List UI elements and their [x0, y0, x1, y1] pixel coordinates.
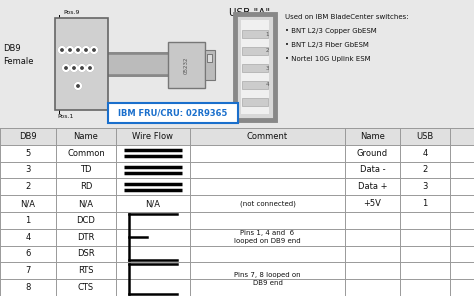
Bar [242, 30, 268, 38]
Bar [168, 42, 205, 88]
Text: 1: 1 [265, 31, 269, 36]
Bar [205, 50, 215, 80]
Bar [0, 128, 474, 296]
Circle shape [81, 67, 83, 69]
Text: 3: 3 [265, 65, 269, 70]
Bar [235, 14, 275, 120]
Text: 4: 4 [422, 149, 428, 158]
Text: Pos.1: Pos.1 [57, 114, 73, 119]
Circle shape [58, 46, 65, 54]
Text: Common: Common [67, 149, 105, 158]
Circle shape [66, 46, 73, 54]
Text: Pins 7, 8 looped on
DB9 end: Pins 7, 8 looped on DB9 end [234, 272, 301, 286]
Text: TD: TD [80, 165, 92, 175]
Text: DB9
Female: DB9 Female [3, 44, 34, 66]
Bar [0, 128, 474, 145]
Text: 4: 4 [265, 83, 269, 88]
Text: RTS: RTS [78, 266, 94, 275]
Text: 8: 8 [25, 283, 31, 292]
Text: USB "A": USB "A" [229, 8, 271, 18]
Bar [242, 98, 268, 106]
Text: • BNT L2/3 Copper GbESM: • BNT L2/3 Copper GbESM [285, 28, 377, 34]
Text: Data -: Data - [360, 165, 385, 175]
Circle shape [82, 46, 90, 54]
Text: Comment: Comment [247, 132, 288, 141]
Text: RD: RD [80, 182, 92, 191]
Bar [242, 64, 268, 72]
Text: 05232: 05232 [184, 56, 189, 74]
Circle shape [71, 65, 78, 72]
Text: 1: 1 [422, 199, 428, 208]
Circle shape [61, 49, 63, 51]
Circle shape [65, 67, 67, 69]
Circle shape [89, 67, 91, 69]
Text: N/A: N/A [79, 199, 93, 208]
Circle shape [63, 65, 70, 72]
Circle shape [77, 85, 79, 87]
Text: 1: 1 [26, 216, 31, 225]
Bar [242, 81, 268, 89]
Text: 7: 7 [25, 266, 31, 275]
Text: DTR: DTR [77, 233, 95, 242]
Circle shape [79, 65, 85, 72]
Bar [0, 0, 474, 128]
Text: DSR: DSR [77, 250, 95, 258]
Circle shape [74, 83, 82, 89]
Text: Pins 1, 4 and  6
looped on DB9 end: Pins 1, 4 and 6 looped on DB9 end [234, 230, 301, 244]
Text: Ground: Ground [357, 149, 388, 158]
Circle shape [73, 67, 75, 69]
Text: Wire Flow: Wire Flow [133, 132, 173, 141]
Text: 2: 2 [26, 182, 31, 191]
Text: (not connected): (not connected) [239, 200, 295, 207]
Text: 5: 5 [26, 149, 31, 158]
Text: DB9: DB9 [19, 132, 37, 141]
Circle shape [77, 49, 79, 51]
Circle shape [93, 49, 95, 51]
Text: N/A: N/A [20, 199, 36, 208]
Text: 3: 3 [25, 165, 31, 175]
Bar [108, 103, 238, 123]
Text: IBM FRU/CRU: 02R9365: IBM FRU/CRU: 02R9365 [118, 109, 228, 118]
Text: • BNT L2/3 Fiber GbESM: • BNT L2/3 Fiber GbESM [285, 42, 369, 48]
Circle shape [74, 46, 82, 54]
Bar [207, 54, 212, 62]
Text: Pos.9: Pos.9 [63, 10, 80, 15]
Text: +5V: +5V [364, 199, 382, 208]
Text: • Nortel 10G Uplink ESM: • Nortel 10G Uplink ESM [285, 56, 371, 62]
Bar [241, 20, 269, 114]
Circle shape [86, 65, 93, 72]
Text: 2: 2 [422, 165, 428, 175]
Text: Name: Name [73, 132, 99, 141]
Text: DCD: DCD [77, 216, 95, 225]
Circle shape [91, 46, 98, 54]
Text: USB: USB [416, 132, 434, 141]
Bar [242, 47, 268, 55]
Circle shape [85, 49, 87, 51]
Text: Used on IBM BladeCenter switches:: Used on IBM BladeCenter switches: [285, 14, 409, 20]
Text: 6: 6 [25, 250, 31, 258]
Circle shape [69, 49, 71, 51]
Text: 2: 2 [265, 49, 269, 54]
Bar [55, 18, 108, 110]
Text: N/A: N/A [146, 199, 161, 208]
Text: Name: Name [360, 132, 385, 141]
Text: 4: 4 [26, 233, 31, 242]
Text: CTS: CTS [78, 283, 94, 292]
Text: 3: 3 [422, 182, 428, 191]
Text: Data +: Data + [358, 182, 387, 191]
